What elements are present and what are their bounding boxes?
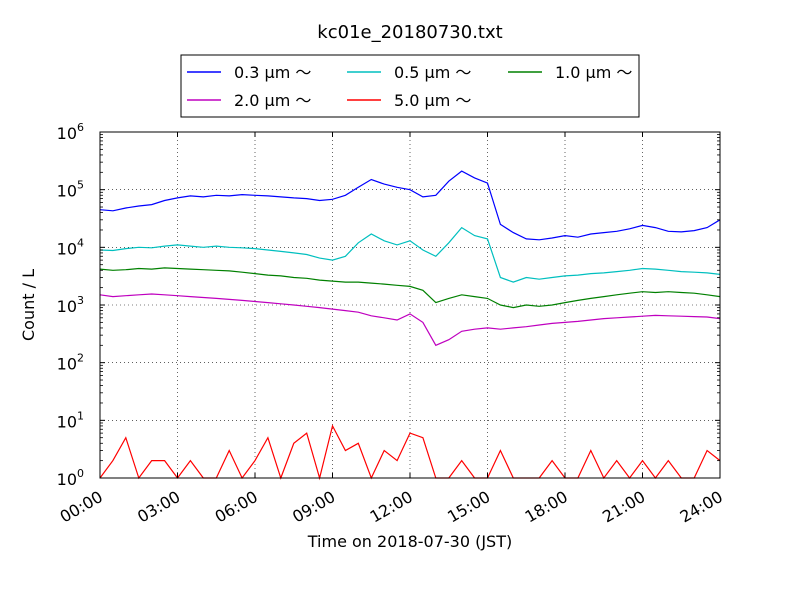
x-tick-label: 15:00 <box>444 487 493 527</box>
x-tick-label: 06:00 <box>212 487 261 527</box>
y-tick-label: 100 <box>57 467 84 489</box>
legend-label: 0.5 μm ～ <box>394 63 471 82</box>
legend-label: 2.0 μm ～ <box>234 91 311 110</box>
series-line-1 <box>99 170 721 241</box>
y-tick-label: 102 <box>57 352 84 374</box>
chart-title: kc01e_20180730.txt <box>317 22 502 43</box>
x-tick-label: 18:00 <box>522 487 571 527</box>
legend-box <box>180 54 640 118</box>
legend-label: 0.3 μm ～ <box>234 63 311 82</box>
y-tick-label: 106 <box>57 121 84 143</box>
series-line-2 <box>99 226 721 283</box>
y-axis-label: Count / L <box>19 269 38 341</box>
ticks: 00:00 03:00 06:00 09:00 12:00 15:00 18:00 21:00… <box>57 121 726 527</box>
x-tick-label: 12:00 <box>367 487 416 527</box>
series-line-3 <box>99 267 721 309</box>
x-tick-label: 21:00 <box>599 487 648 527</box>
legend-label: 5.0 μm ～ <box>394 91 471 110</box>
series-line-5 <box>99 424 721 481</box>
x-tick-label: 03:00 <box>134 487 183 527</box>
x-tick-label: 00:00 <box>57 487 106 527</box>
grid <box>100 132 720 478</box>
series-layer <box>99 170 721 481</box>
y-tick-label: 103 <box>57 294 84 316</box>
y-tick-label: 105 <box>57 179 84 201</box>
legend: 0.3 μm ～ 0.5 μm ～ 1.0 μm ～ 2.0 μm ～ 5.0 μm ～ <box>180 54 640 118</box>
y-tick-label: 101 <box>57 409 84 431</box>
x-tick-label: 09:00 <box>289 487 338 527</box>
x-tick-label: 24:00 <box>677 487 726 527</box>
y-tick-label: 104 <box>57 236 84 258</box>
legend-label: 1.0 μm ～ <box>555 63 632 82</box>
series-line-4 <box>99 293 721 347</box>
x-axis-label: Time on 2018-07-30 (JST) <box>307 532 512 551</box>
